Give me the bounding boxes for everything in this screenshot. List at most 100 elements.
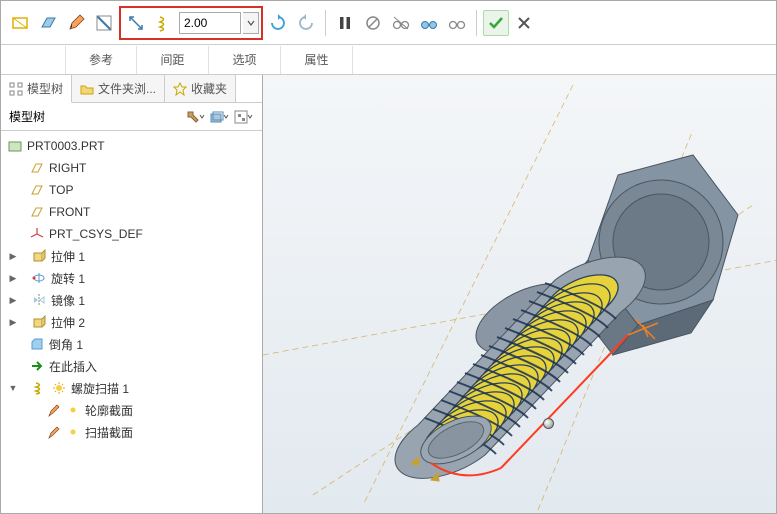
sun-icon bbox=[65, 424, 81, 440]
tree-mirror1[interactable]: ▶ 镜像 1 bbox=[1, 289, 262, 311]
tab-properties[interactable]: 属性 bbox=[281, 46, 353, 74]
plane-icon bbox=[39, 14, 57, 32]
tree-label: 轮廓截面 bbox=[85, 402, 133, 419]
cut-icon bbox=[95, 14, 113, 32]
model-tree-panel: 模型树 文件夹浏... 收藏夹 模型树 bbox=[1, 75, 263, 513]
extrude-icon bbox=[31, 248, 47, 264]
helical-icon bbox=[31, 380, 47, 396]
tree-label: PRT0003.PRT bbox=[27, 139, 105, 153]
pitch-input[interactable] bbox=[179, 12, 241, 34]
pencil-icon bbox=[67, 14, 85, 32]
mirror-icon bbox=[31, 292, 47, 308]
panel-header-tools bbox=[184, 106, 254, 128]
chamfer-icon bbox=[29, 336, 45, 352]
tree-label: 螺旋扫描 1 bbox=[71, 380, 129, 397]
top-toolbar bbox=[1, 1, 776, 45]
verify-btn[interactable] bbox=[416, 10, 442, 36]
feature-preview-btn[interactable] bbox=[388, 10, 414, 36]
collapse-icon[interactable]: ▼ bbox=[7, 382, 19, 394]
panel-tab-label: 收藏夹 bbox=[191, 80, 227, 97]
helix-small-icon bbox=[155, 14, 173, 32]
expand-icon[interactable]: ▶ bbox=[7, 316, 19, 328]
expand-icon[interactable]: ▶ bbox=[7, 272, 19, 284]
chevron-down-icon bbox=[223, 114, 229, 120]
tree-datum-right[interactable]: RIGHT bbox=[1, 157, 262, 179]
tree-show-btn[interactable] bbox=[208, 106, 230, 128]
ok-btn[interactable] bbox=[483, 10, 509, 36]
chevron-down-icon bbox=[247, 114, 253, 120]
edit-sketch-btn[interactable] bbox=[63, 10, 89, 36]
tree-label: 拉伸 1 bbox=[51, 248, 85, 265]
rotate-cw-icon bbox=[269, 14, 287, 32]
no-preview-btn[interactable] bbox=[360, 10, 386, 36]
tree-insert-here[interactable]: 在此插入 bbox=[1, 355, 262, 377]
pause-btn[interactable] bbox=[332, 10, 358, 36]
tree-datum-top[interactable]: TOP bbox=[1, 179, 262, 201]
datum-plane-icon bbox=[29, 160, 45, 176]
folder-icon bbox=[80, 82, 94, 96]
csys-icon bbox=[29, 226, 45, 242]
tree-label: PRT_CSYS_DEF bbox=[49, 227, 143, 241]
pitch-dropdown-btn[interactable] bbox=[243, 12, 259, 34]
tree-label: FRONT bbox=[49, 205, 90, 219]
tree-revolve1[interactable]: ▶ 旋转 1 bbox=[1, 267, 262, 289]
tree-chamfer1[interactable]: 倒角 1 bbox=[1, 333, 262, 355]
expand-icon[interactable]: ▶ bbox=[7, 250, 19, 262]
panel-title: 模型树 bbox=[9, 108, 45, 125]
tree-sweep-section[interactable]: 扫描截面 bbox=[1, 421, 262, 443]
tree-label: 在此插入 bbox=[49, 358, 97, 375]
glasses-icon bbox=[448, 15, 466, 31]
tree-icon bbox=[9, 82, 23, 96]
tree-label: 倒角 1 bbox=[49, 336, 83, 353]
thru-axis-btn[interactable] bbox=[151, 10, 177, 36]
tree-helical1[interactable]: ▼ 螺旋扫描 1 bbox=[1, 377, 262, 399]
part-icon bbox=[7, 138, 23, 154]
tree-filter-btn[interactable] bbox=[232, 106, 254, 128]
left-handed-btn[interactable] bbox=[123, 10, 149, 36]
expand-icon[interactable]: ▶ bbox=[7, 294, 19, 306]
cancel-btn[interactable] bbox=[511, 10, 537, 36]
tree-settings-btn[interactable] bbox=[184, 106, 206, 128]
surface-icon bbox=[11, 14, 29, 32]
panel-tab-folder[interactable]: 文件夹浏... bbox=[72, 75, 165, 102]
x-icon bbox=[517, 16, 531, 30]
toolbar-sep-1 bbox=[325, 10, 326, 36]
tree-label: RIGHT bbox=[49, 161, 86, 175]
tree-extrude1[interactable]: ▶ 拉伸 1 bbox=[1, 245, 262, 267]
arrow-right-icon bbox=[29, 358, 45, 374]
glasses-off-icon bbox=[392, 15, 410, 31]
pause-icon bbox=[338, 16, 352, 30]
graphics-viewport[interactable]: Pitch= 2.00 bbox=[263, 75, 776, 513]
tab-references[interactable]: 参考 bbox=[65, 46, 137, 74]
tab-options[interactable]: 选项 bbox=[209, 46, 281, 74]
tab-pitch[interactable]: 间距 bbox=[137, 46, 209, 74]
drag-handle[interactable] bbox=[543, 418, 554, 429]
pitch-value-group bbox=[119, 6, 263, 40]
tree-datum-front[interactable]: FRONT bbox=[1, 201, 262, 223]
flip-angle-btn[interactable] bbox=[265, 10, 291, 36]
flip-angle2-btn[interactable] bbox=[293, 10, 319, 36]
panel-tab-label: 模型树 bbox=[27, 80, 63, 97]
preview-btn[interactable] bbox=[444, 10, 470, 36]
panel-tab-favorites[interactable]: 收藏夹 bbox=[165, 75, 236, 102]
tree-extrude2[interactable]: ▶ 拉伸 2 bbox=[1, 311, 262, 333]
tree-profile-section[interactable]: 轮廓截面 bbox=[1, 399, 262, 421]
sketch-plane-btn[interactable] bbox=[35, 10, 61, 36]
tree-root[interactable]: PRT0003.PRT bbox=[1, 135, 262, 157]
sun-icon bbox=[65, 402, 81, 418]
tree-label: 扫描截面 bbox=[85, 424, 133, 441]
main-area: 模型树 文件夹浏... 收藏夹 模型树 bbox=[1, 75, 776, 513]
tree-label: TOP bbox=[49, 183, 73, 197]
no-icon bbox=[365, 15, 381, 31]
sketch-surface-btn[interactable] bbox=[7, 10, 33, 36]
tree-csys[interactable]: PRT_CSYS_DEF bbox=[1, 223, 262, 245]
glasses-blue-icon bbox=[420, 15, 438, 31]
dashboard-tabs: 参考 间距 选项 属性 bbox=[1, 45, 776, 75]
pitch-dir-icon bbox=[127, 14, 145, 32]
panel-tab-model-tree[interactable]: 模型树 bbox=[1, 75, 72, 103]
sketch-icon bbox=[45, 424, 61, 440]
check-icon bbox=[488, 15, 504, 31]
datum-plane-icon bbox=[29, 182, 45, 198]
remove-material-btn[interactable] bbox=[91, 10, 117, 36]
toolbar-sep-2 bbox=[476, 10, 477, 36]
